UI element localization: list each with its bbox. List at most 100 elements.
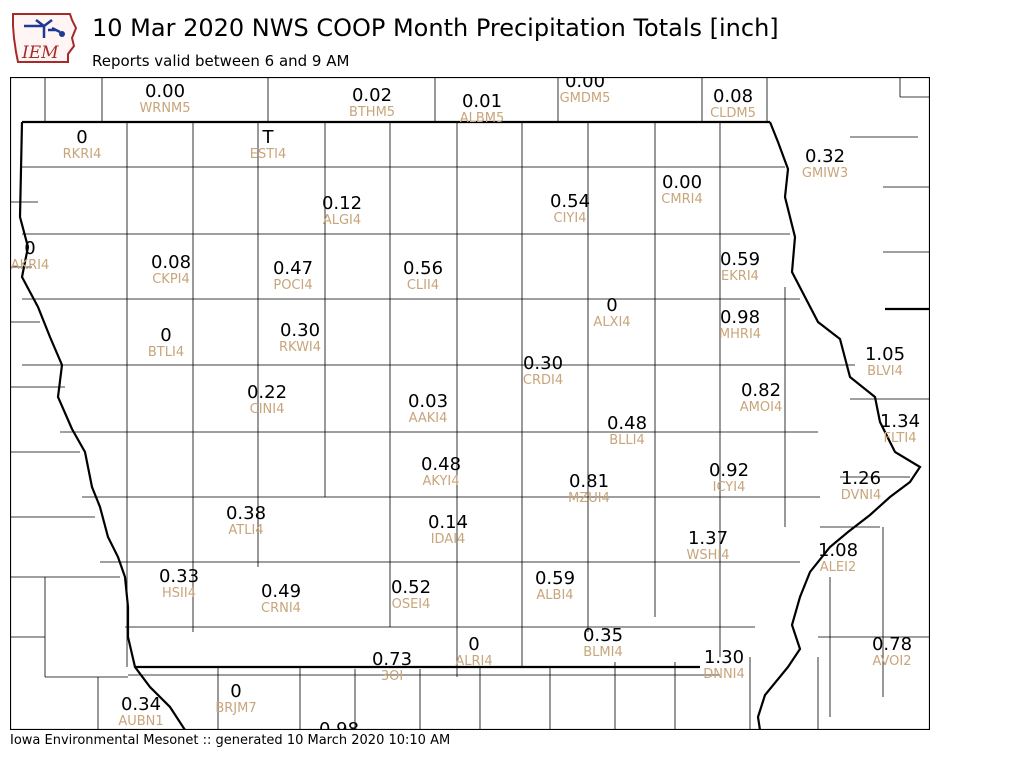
iem-logo: IEM xyxy=(12,13,78,63)
precip-value-algi4: 0.12 xyxy=(322,193,362,214)
station-id-dvni4: DVNI4 xyxy=(841,488,882,503)
station-id-crni4: CRNI4 xyxy=(261,601,301,616)
precip-value-osei4: 0.52 xyxy=(391,577,431,598)
station-id-aubn1: AUBN1 xyxy=(118,714,163,729)
precip-value-albi4: 0.59 xyxy=(535,568,575,589)
station-id-ciyi4: CIYI4 xyxy=(554,211,587,226)
precip-value-aaki4: 0.03 xyxy=(408,391,448,412)
precip-value-mzui4: 0.81 xyxy=(569,471,609,492)
precip-value-akri4: 0 xyxy=(24,238,35,259)
station-id-amoi4: AMOI4 xyxy=(740,400,782,415)
station-id-wshi4: WSHI4 xyxy=(687,548,730,563)
precip-value-ckpi4: 0.08 xyxy=(151,252,191,273)
map-frame xyxy=(10,77,930,730)
precip-value-station-46: 0.98 xyxy=(319,719,359,730)
precip-value-rkri4: 0 xyxy=(76,127,87,148)
station-id-alri4: ALRI4 xyxy=(455,654,492,669)
precip-value-wrnm5: 0.00 xyxy=(145,81,185,102)
precip-value-avoi2: 0.78 xyxy=(872,634,912,655)
station-id-albm5: ALBM5 xyxy=(460,111,505,126)
footer-credit: Iowa Environmental Mesonet :: generated … xyxy=(10,733,451,748)
station-id-mhri4: MHRI4 xyxy=(719,327,761,342)
precip-value-akyi4: 0.48 xyxy=(421,454,461,475)
precip-value-amoi4: 0.82 xyxy=(741,380,781,401)
page-subtitle: Reports valid between 6 and 9 AM xyxy=(92,52,350,70)
station-id-crdi4: CRDI4 xyxy=(523,373,563,388)
station-id-btli4: BTLI4 xyxy=(148,345,184,360)
station-id-dnni4: DNNI4 xyxy=(703,667,745,682)
precip-value-crdi4: 0.30 xyxy=(523,353,563,374)
county-grid xyxy=(10,77,930,730)
station-id-alei2: ALEI2 xyxy=(820,560,856,575)
precip-value-btli4: 0 xyxy=(160,325,171,346)
station-id-gmdm5: GMDM5 xyxy=(560,91,611,106)
precip-value-flti4: 1.34 xyxy=(880,411,920,432)
station-id-flti4: FLTI4 xyxy=(884,431,917,446)
sensor-dot-icon xyxy=(59,31,65,37)
weather-station-icon xyxy=(24,19,61,38)
station-id-wrnm5: WRNM5 xyxy=(139,101,190,116)
station-id-esti4: ESTI4 xyxy=(250,147,287,162)
precip-value-poci4: 0.47 xyxy=(273,258,313,279)
precip-value-hsii4: 0.33 xyxy=(159,566,199,587)
station-id-mzui4: MZUI4 xyxy=(568,491,610,506)
station-id-brjm7: BRJM7 xyxy=(215,701,256,716)
station-id-bthm5: BTHM5 xyxy=(349,105,395,120)
precip-value-bthm5: 0.02 xyxy=(352,85,392,106)
precip-value-rkwi4: 0.30 xyxy=(280,320,320,341)
station-id-poci4: POCI4 xyxy=(273,278,312,293)
precip-value-alri4: 0 xyxy=(468,634,479,655)
precip-value-ciyi4: 0.54 xyxy=(550,191,590,212)
station-id-rkwi4: RKWI4 xyxy=(279,340,321,355)
station-id-avoi2: AVOI2 xyxy=(872,654,911,669)
precip-value-dvni4: 1.26 xyxy=(841,468,881,489)
precip-value-blvi4: 1.05 xyxy=(865,344,905,365)
precip-value-atli4: 0.38 xyxy=(226,503,266,524)
station-id-osei4: OSEI4 xyxy=(392,597,431,612)
precip-value-alxi4: 0 xyxy=(606,295,617,316)
page-title: 10 Mar 2020 NWS COOP Month Precipitation… xyxy=(92,14,779,42)
station-id-gmiw3: GMIW3 xyxy=(802,166,848,181)
station-id-akri4: AKRI4 xyxy=(11,258,50,273)
station-id-icyi4: ICYI4 xyxy=(713,480,746,495)
precip-value-esti4: T xyxy=(262,127,275,148)
precip-value-gmdm5: 0.00 xyxy=(565,77,605,92)
station-id-alxi4: ALXI4 xyxy=(593,315,630,330)
station-id-ckpi4: CKPI4 xyxy=(152,272,190,287)
station-id-hsii4: HSII4 xyxy=(162,586,196,601)
station-id-algi4: ALGI4 xyxy=(323,213,361,228)
logo-text: IEM xyxy=(21,43,59,63)
precip-value-blmi4: 0.35 xyxy=(583,625,623,646)
precip-value-ekri4: 0.59 xyxy=(720,249,760,270)
